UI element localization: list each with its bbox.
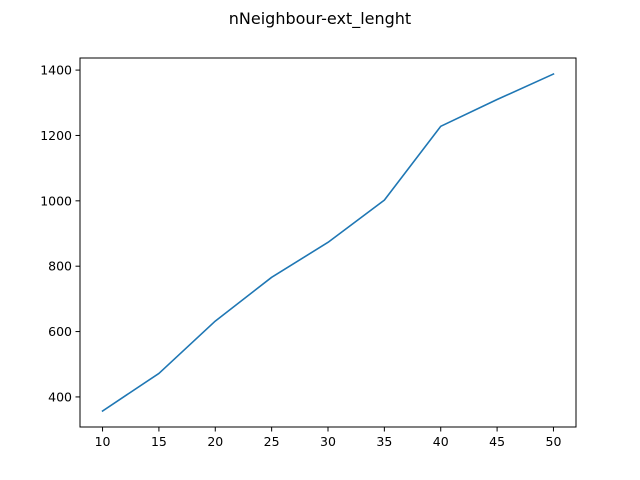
chart-title: nNeighbour-ext_lenght bbox=[229, 9, 411, 29]
x-tick-label: 50 bbox=[546, 434, 562, 449]
y-tick-label: 600 bbox=[48, 324, 72, 339]
x-tick-label: 15 bbox=[151, 434, 167, 449]
x-tick-label: 45 bbox=[489, 434, 505, 449]
y-tick-label: 1000 bbox=[40, 193, 72, 208]
x-tick-label: 40 bbox=[433, 434, 449, 449]
x-tick-label: 30 bbox=[320, 434, 336, 449]
x-tick-label: 20 bbox=[207, 434, 223, 449]
series-layer bbox=[101, 72, 555, 413]
axes-frame bbox=[79, 57, 577, 428]
series-line bbox=[101, 72, 555, 413]
x-tick-label: 25 bbox=[264, 434, 280, 449]
y-tick-label: 1400 bbox=[40, 63, 72, 78]
x-tick-label: 35 bbox=[376, 434, 392, 449]
x-tick-label: 10 bbox=[95, 434, 111, 449]
y-tick-label: 1200 bbox=[40, 128, 72, 143]
y-tick-label: 400 bbox=[48, 389, 72, 404]
y-tick-label: 800 bbox=[48, 259, 72, 274]
ticks-layer: 10 15 20 25 30 35 40 45 50 400 600 800 1000 1200 1400 bbox=[40, 63, 561, 449]
